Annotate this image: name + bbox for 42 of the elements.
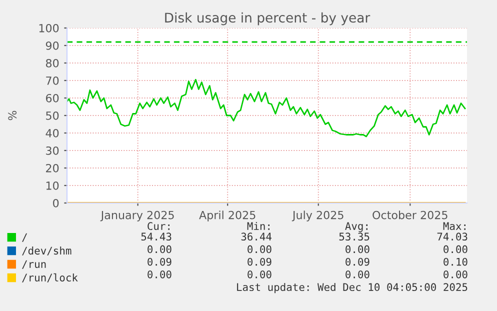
x-tick-label: April 2025 (199, 210, 256, 222)
text: 0.00 (346, 245, 370, 254)
text: 0.00 (148, 270, 172, 278)
y-tick-label: 90 (46, 41, 59, 50)
y-axis-title: % (8, 110, 17, 120)
x-tick-label: October 2025 (372, 210, 448, 220)
text: Max: (443, 222, 466, 230)
y-tick-label: 20 (46, 164, 59, 172)
y-tick-label: 50 (46, 111, 59, 120)
text: Last update: Wed Dec 10 04:05:00 2025 (237, 282, 468, 294)
text: 0.09 (148, 258, 172, 266)
y-tick-label: 30 (46, 146, 59, 155)
text: 0.00 (248, 270, 272, 278)
text: 0.09 (346, 258, 370, 266)
text: 0.10 (444, 258, 468, 266)
y-tick-label: 80 (46, 58, 59, 68)
text: 74.03 (437, 232, 468, 241)
x-tick-label: July 2025 (292, 210, 344, 222)
y-tick-label: 40 (46, 128, 59, 138)
text: 54.43 (141, 232, 172, 241)
y-tick-label: 60 (46, 94, 59, 102)
legend-label: / (22, 233, 28, 242)
text: 0.00 (444, 270, 468, 278)
text: Cur: (148, 222, 170, 230)
text: 0.00 (248, 245, 272, 254)
text: Avg: (345, 222, 368, 232)
text: 0.09 (248, 258, 272, 266)
legend-label: /run (22, 260, 46, 269)
y-tick-label: 10 (46, 181, 59, 190)
y-tick-label: 70 (46, 76, 59, 85)
text: 0.00 (444, 245, 468, 254)
text: 36.44 (241, 232, 272, 241)
text: 53.35 (339, 232, 370, 241)
text: 0.00 (148, 245, 172, 254)
text: Min: (247, 222, 270, 230)
text: 0.00 (346, 270, 370, 278)
chart-title: Disk usage in percent - by year (165, 12, 370, 26)
y-tick-label: 100 (39, 24, 59, 32)
legend-label: /run/lock (22, 273, 78, 282)
x-tick-label: January 2025 (100, 210, 174, 222)
y-tick-label: 0 (53, 198, 59, 208)
legend-label: /dev/shm (22, 246, 72, 256)
